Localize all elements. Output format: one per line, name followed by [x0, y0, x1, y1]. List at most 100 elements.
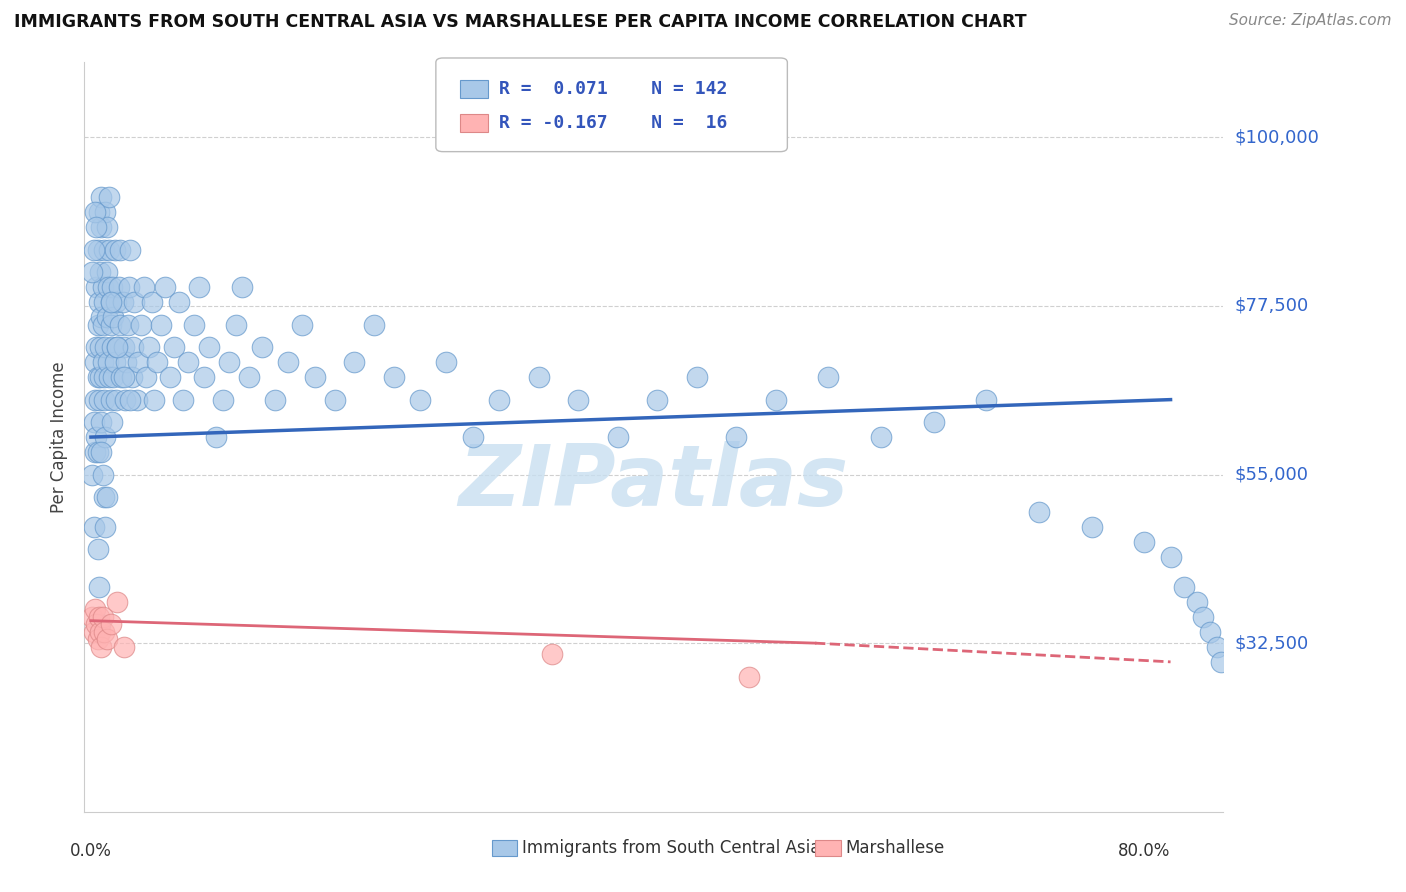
Point	[1173, 580, 1195, 594]
Point	[527, 370, 550, 384]
Point	[112, 370, 135, 384]
Point	[198, 340, 221, 354]
Point	[1185, 595, 1208, 609]
Point	[250, 340, 273, 354]
Point	[172, 392, 194, 407]
Point	[94, 520, 117, 534]
Point	[94, 430, 117, 444]
Point	[96, 310, 118, 325]
Point	[138, 340, 160, 354]
Point	[91, 610, 114, 624]
Point	[143, 392, 166, 407]
Point	[117, 318, 139, 332]
Point	[84, 430, 107, 444]
Point	[87, 205, 110, 219]
Point	[1199, 624, 1222, 639]
Point	[93, 295, 115, 310]
Y-axis label: Per Capita Income: Per Capita Income	[51, 361, 69, 513]
Point	[82, 610, 104, 624]
Point	[436, 355, 458, 369]
Point	[409, 392, 432, 407]
Point	[922, 415, 945, 429]
Point	[86, 632, 108, 647]
Text: R = -0.167    N =  16: R = -0.167 N = 16	[499, 114, 727, 132]
Point	[125, 392, 148, 407]
Point	[738, 670, 761, 684]
Point	[1080, 520, 1102, 534]
Point	[97, 355, 120, 369]
Point	[343, 355, 366, 369]
Point	[124, 295, 146, 310]
Point	[163, 340, 186, 354]
Point	[231, 280, 253, 294]
Point	[141, 295, 163, 310]
Point	[129, 318, 152, 332]
Point	[87, 295, 110, 310]
Point	[84, 617, 107, 632]
Point	[725, 430, 748, 444]
Point	[86, 542, 108, 557]
Point	[205, 430, 228, 444]
Point	[540, 648, 562, 662]
Point	[159, 370, 181, 384]
Point	[96, 632, 118, 647]
Point	[98, 190, 121, 204]
Point	[108, 243, 131, 257]
Point	[96, 265, 118, 279]
Point	[105, 340, 128, 354]
Point	[177, 355, 200, 369]
Point	[363, 318, 385, 332]
Point	[98, 243, 121, 257]
Point	[112, 340, 135, 354]
Point	[765, 392, 787, 407]
Point	[90, 310, 112, 325]
Point	[84, 220, 107, 235]
Point	[132, 280, 155, 294]
Point	[94, 340, 117, 354]
Point	[105, 595, 128, 609]
Point	[1192, 610, 1215, 624]
Point	[606, 430, 628, 444]
Point	[90, 445, 112, 459]
Point	[277, 355, 299, 369]
Point	[101, 340, 124, 354]
Text: $77,500: $77,500	[1234, 297, 1309, 315]
Point	[84, 280, 107, 294]
Point	[187, 280, 209, 294]
Point	[104, 392, 127, 407]
Point	[83, 355, 105, 369]
Point	[105, 340, 128, 354]
Point	[86, 243, 108, 257]
Point	[94, 205, 117, 219]
Point	[101, 415, 124, 429]
Text: ZIPatlas: ZIPatlas	[458, 441, 849, 524]
Point	[645, 392, 668, 407]
Point	[93, 243, 115, 257]
Point	[87, 610, 110, 624]
Point	[90, 220, 112, 235]
Point	[89, 617, 111, 632]
Point	[153, 280, 176, 294]
Point	[101, 280, 124, 294]
Point	[121, 370, 143, 384]
Point	[93, 624, 115, 639]
Point	[488, 392, 510, 407]
Point	[91, 318, 114, 332]
Point	[91, 280, 114, 294]
Text: IMMIGRANTS FROM SOUTH CENTRAL ASIA VS MARSHALLESE PER CAPITA INCOME CORRELATION : IMMIGRANTS FROM SOUTH CENTRAL ASIA VS MA…	[14, 13, 1026, 31]
Point	[149, 318, 172, 332]
Point	[115, 355, 138, 369]
Point	[382, 370, 405, 384]
Point	[111, 295, 134, 310]
Point	[461, 430, 484, 444]
Point	[304, 370, 326, 384]
Point	[104, 295, 127, 310]
Point	[323, 392, 346, 407]
Point	[107, 280, 129, 294]
Point	[83, 520, 105, 534]
Point	[86, 318, 108, 332]
Point	[91, 355, 114, 369]
Point	[108, 318, 131, 332]
Point	[100, 318, 122, 332]
Point	[84, 340, 107, 354]
